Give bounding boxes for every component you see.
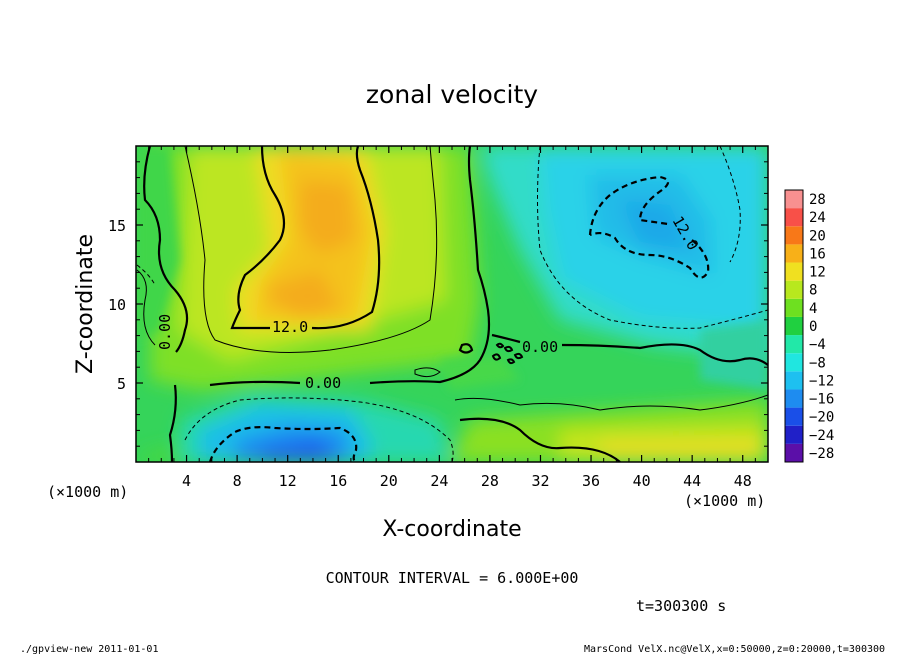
colorbar-label: 4 [809, 301, 817, 317]
x-unit-left: (×1000 m) [47, 483, 128, 501]
y-tick-label: 5 [117, 375, 126, 393]
chart-title: zonal velocity [366, 80, 538, 109]
y-axis-label: Z-coordinate [73, 234, 98, 374]
colorbar-swatch [785, 443, 803, 462]
colorbar-label: −8 [809, 355, 826, 371]
x-tick-label: 4 [182, 472, 191, 490]
contour-interval-text: CONTOUR INTERVAL = 6.000E+00 [326, 569, 579, 587]
contour-label-0-west: 0.00 [156, 314, 174, 350]
colorbar-label: 8 [809, 283, 817, 299]
colorbar-label: −24 [809, 428, 834, 444]
colorbar-label: 16 [809, 246, 826, 262]
colorbar-label: 20 [809, 228, 826, 244]
colorbar-swatch [785, 244, 803, 263]
footer-right: MarsCond_VelX.nc@VelX,x=0:50000,z=0:2000… [584, 644, 885, 654]
colorbar-swatch [785, 298, 803, 317]
x-tick-label: 28 [481, 472, 499, 490]
colorbar-label: 28 [809, 192, 826, 208]
y-tick-label: 15 [108, 217, 126, 235]
x-tick-label: 48 [734, 472, 752, 490]
contour-lines [136, 146, 768, 462]
colorbar-swatch [785, 371, 803, 390]
x-tick-label: 24 [430, 472, 448, 490]
colorbar-swatch [785, 353, 803, 372]
x-tick-label: 32 [531, 472, 549, 490]
x-tick-label: 36 [582, 472, 600, 490]
colorbar: −28 −24 −20 −16 −12 −8 −4 0 4 8 12 16 20 24 28 [784, 189, 834, 463]
x-tick-label: 12 [279, 472, 297, 490]
colorbar-swatch [785, 389, 803, 408]
time-text: t=300300 s [636, 597, 726, 615]
colorbar-swatch [785, 407, 803, 426]
x-tick-label: 16 [329, 472, 347, 490]
colorbar-swatch [785, 190, 803, 209]
plot-area: 12.0 0.00 0.00 0.00 12.0 [136, 146, 768, 462]
colorbar-label: −28 [809, 446, 834, 462]
colorbar-swatch [785, 316, 803, 336]
colorbar-label: 24 [809, 210, 826, 226]
colorbar-label: −20 [809, 410, 834, 426]
colorbar-swatch [785, 208, 803, 227]
x-tick-label: 8 [233, 472, 242, 490]
x-tick-label: 40 [633, 472, 651, 490]
y-axis: 5 10 15 [108, 161, 768, 447]
colorbar-label: −4 [809, 337, 826, 353]
colorbar-label: 12 [809, 265, 826, 281]
colorbar-swatch [785, 262, 803, 281]
colorbar-swatch [785, 280, 803, 299]
y-tick-label: 10 [108, 296, 126, 314]
colorbar-swatch [785, 226, 803, 245]
contour-label-12-jet: 12.0 [272, 318, 308, 336]
colorbar-swatch [785, 425, 803, 444]
contour-label-0-center: 0.00 [305, 374, 341, 392]
x-tick-label: 20 [380, 472, 398, 490]
footer-left: ./gpview-new 2011-01-01 [20, 644, 158, 654]
velocity-field [140, 146, 768, 462]
colorbar-swatch [785, 335, 803, 354]
colorbar-label: 0 [809, 319, 817, 335]
colorbar-frame [784, 189, 804, 463]
x-unit-right: (×1000 m) [684, 492, 765, 510]
contour-label-0-east: 0.00 [522, 338, 558, 356]
colorbar-label: −12 [809, 373, 834, 389]
x-tick-label: 44 [683, 472, 701, 490]
x-axis: 4 8 12 16 20 24 28 32 36 40 44 48 [148, 146, 756, 490]
x-axis-label: X-coordinate [382, 517, 521, 542]
colorbar-label: −16 [809, 392, 834, 408]
